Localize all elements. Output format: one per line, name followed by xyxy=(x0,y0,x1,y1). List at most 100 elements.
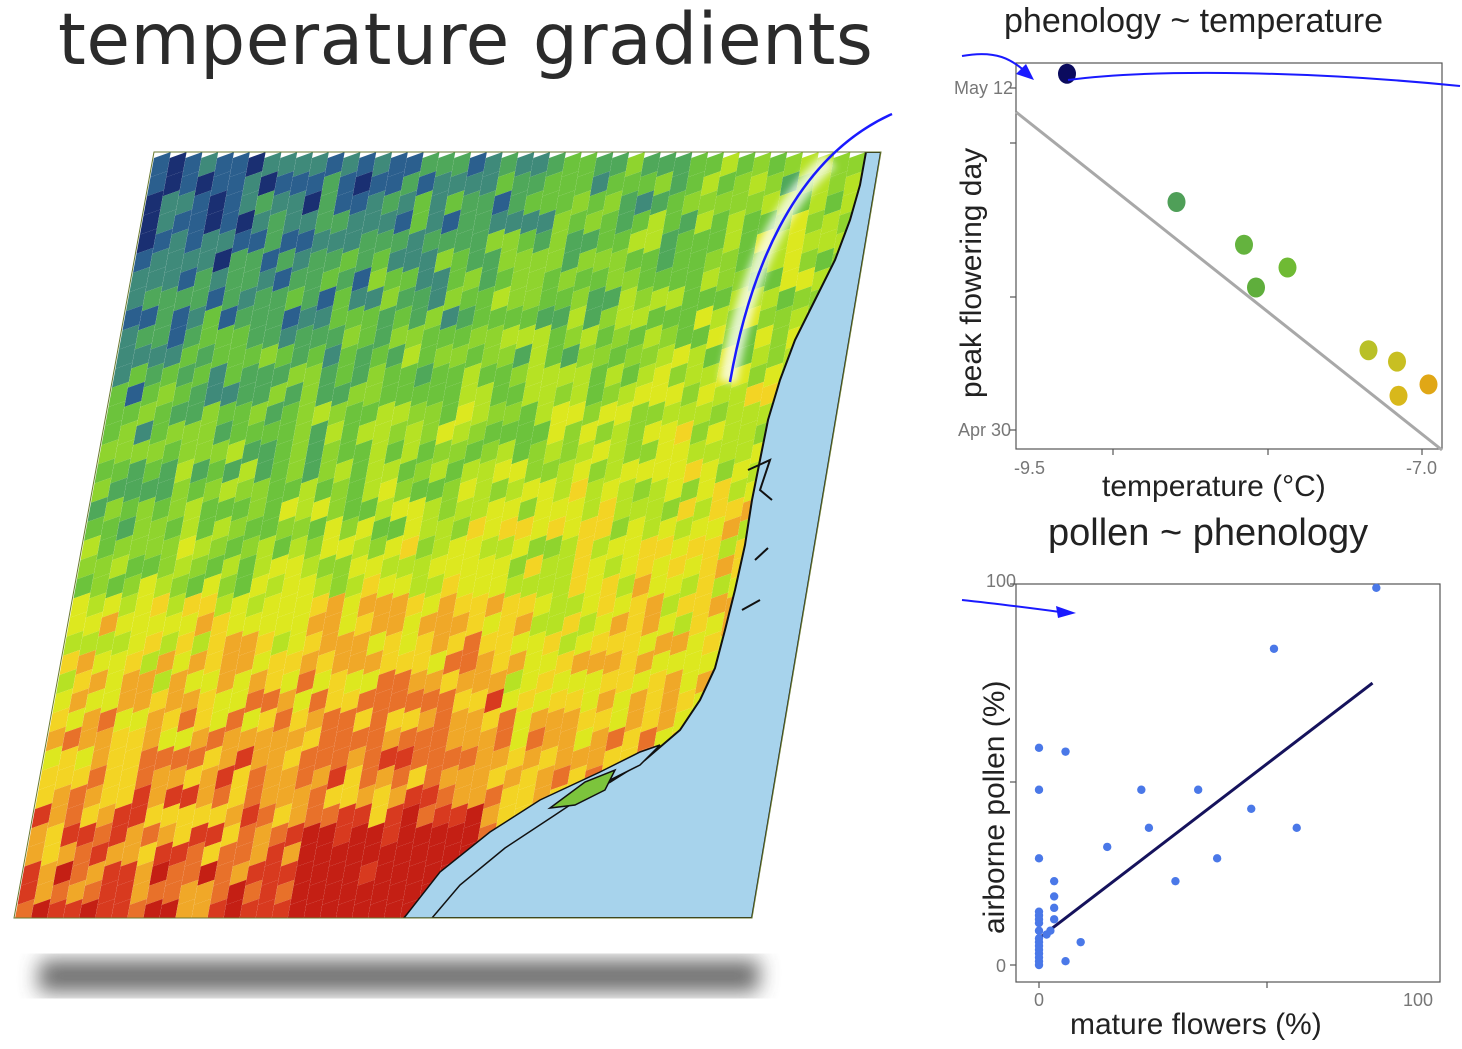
chart1-point xyxy=(1389,385,1408,406)
map-cell xyxy=(222,630,243,656)
map-cell xyxy=(616,477,637,503)
map-cell xyxy=(70,764,91,790)
map-cell xyxy=(618,649,639,676)
map-cell xyxy=(468,592,489,618)
chart1-ticks xyxy=(1010,87,1423,455)
map-cell xyxy=(223,535,245,561)
map-cell xyxy=(531,324,552,350)
map-cell xyxy=(381,726,402,752)
chart1-point xyxy=(1247,277,1265,298)
map-cell xyxy=(277,324,298,350)
map-cell xyxy=(338,247,360,273)
map-cell xyxy=(196,420,218,446)
map-cell xyxy=(341,592,362,618)
map-cell xyxy=(589,266,610,293)
map-cell xyxy=(341,860,363,886)
map-cell xyxy=(461,630,483,656)
map-cell xyxy=(469,228,490,254)
map-cell xyxy=(649,190,670,216)
map-cell xyxy=(397,726,418,752)
map-cell xyxy=(336,439,357,465)
map-cell xyxy=(297,477,319,503)
map-cell xyxy=(319,266,340,293)
map-cell xyxy=(221,286,242,312)
map-cell xyxy=(488,209,509,235)
map-cell xyxy=(506,286,527,312)
map-cell xyxy=(592,611,614,637)
map-cell xyxy=(415,535,436,561)
map-cell xyxy=(322,515,344,541)
map-cell xyxy=(150,764,171,790)
map-cell xyxy=(653,535,675,561)
map-cell xyxy=(383,266,404,293)
map-cell xyxy=(291,247,312,273)
map-cell xyxy=(445,726,466,752)
map-cell xyxy=(561,611,582,637)
map-cell xyxy=(404,592,426,618)
map-cell xyxy=(638,439,659,465)
map-cell xyxy=(473,381,495,407)
map-cell xyxy=(551,669,572,695)
map-cell xyxy=(290,343,311,369)
map-cell xyxy=(387,420,408,446)
map-cell xyxy=(201,745,223,771)
map-cell xyxy=(389,860,411,886)
map-cell xyxy=(110,630,132,656)
map-cell xyxy=(85,860,106,886)
map-cell xyxy=(653,171,674,197)
map-cell xyxy=(565,496,586,522)
map-cell xyxy=(56,841,78,867)
map-cell xyxy=(602,649,623,676)
map-cell xyxy=(139,649,160,676)
map-cell xyxy=(474,649,495,676)
map-cell xyxy=(525,726,546,752)
map-cell xyxy=(423,669,444,695)
map-cell xyxy=(367,535,388,561)
chart2-point xyxy=(1034,743,1044,753)
map-cell xyxy=(213,152,235,178)
map-cell xyxy=(280,841,302,867)
map-cell xyxy=(642,324,663,350)
map-cell xyxy=(555,554,576,580)
map-cell xyxy=(152,400,174,427)
map-cell xyxy=(682,554,703,580)
map-cell xyxy=(438,764,459,790)
map-cell xyxy=(245,152,266,178)
map-cell xyxy=(567,209,588,235)
map-cell xyxy=(68,688,89,714)
map-cell xyxy=(356,152,377,178)
map-cell xyxy=(551,209,572,235)
map-cell xyxy=(701,630,722,656)
map-cell xyxy=(186,477,207,503)
map-cell xyxy=(249,305,270,331)
map-cell xyxy=(621,171,642,197)
map-cell xyxy=(364,458,386,484)
map-cell xyxy=(321,343,343,369)
map-cell xyxy=(444,458,465,484)
map-cell xyxy=(587,458,608,484)
map-cell xyxy=(586,190,607,216)
map-cell xyxy=(154,305,175,331)
map-cell xyxy=(624,611,646,637)
map-cell xyxy=(63,630,84,656)
map-cell xyxy=(168,228,189,254)
map-cell xyxy=(500,228,521,254)
map-cell xyxy=(463,803,485,829)
map-cell xyxy=(157,726,178,752)
map-cell xyxy=(614,305,635,331)
map-cell xyxy=(522,286,543,312)
map-cell xyxy=(263,669,285,695)
map-cell xyxy=(700,171,721,197)
map-cell xyxy=(309,324,330,350)
map-cell xyxy=(460,458,481,484)
map-cell xyxy=(300,286,321,312)
map-cell xyxy=(157,286,179,312)
map-cell xyxy=(376,305,397,331)
map-cell xyxy=(425,477,446,503)
map-cell xyxy=(107,649,128,676)
map-cell xyxy=(324,420,345,446)
map-cell xyxy=(131,783,152,810)
map-cell xyxy=(230,496,252,522)
map-cell xyxy=(430,266,451,293)
map-cell xyxy=(564,592,585,618)
